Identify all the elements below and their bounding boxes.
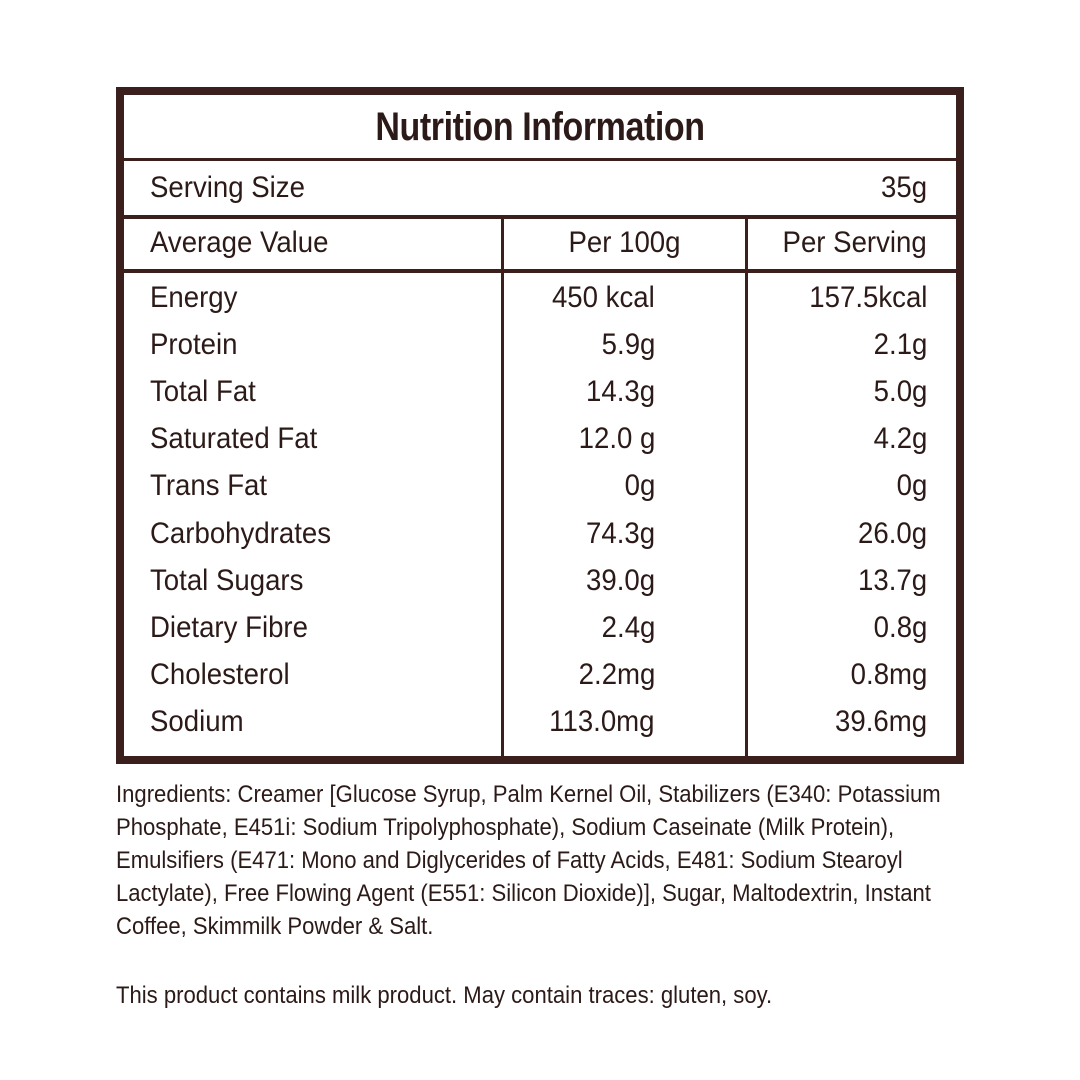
border (116, 756, 964, 764)
per-serving: 0.8mg (850, 657, 927, 691)
nutrient-name: Dietary Fibre (150, 610, 308, 644)
ingredients-line: Lactylate), Free Flowing Agent (E551: Si… (116, 880, 931, 907)
per-serving: 0.8g (873, 610, 927, 644)
serving-value: 35g (880, 171, 927, 204)
rule (501, 219, 504, 756)
per-serving: 5.0g (873, 375, 927, 409)
nutrient-name: Trans Fat (150, 469, 268, 503)
per-100g: 113.0mg (549, 704, 655, 738)
header-cell: Per 100g (568, 226, 681, 259)
per-100g: 2.2mg (578, 657, 655, 691)
rule (124, 215, 956, 219)
per-serving: 4.2g (873, 422, 927, 456)
per-serving: 26.0g (857, 516, 927, 550)
rule (124, 158, 956, 161)
nutrient-name: Total Sugars (150, 563, 304, 597)
serving-label: Serving Size (150, 171, 305, 204)
per-serving: 39.6mg (834, 704, 927, 738)
per-serving: 2.1g (873, 328, 927, 362)
ingredients-line: Ingredients: Creamer [Glucose Syrup, Pal… (116, 781, 941, 808)
title: Nutrition Information (375, 105, 705, 149)
ingredients: Ingredients: Creamer [Glucose Syrup, Pal… (116, 778, 1012, 943)
rule (745, 219, 748, 756)
nutrient-name: Total Fat (150, 375, 256, 409)
nutrient-name: Sodium (150, 704, 244, 738)
nutrient-name: Carbohydrates (150, 516, 332, 550)
header-cell: Per Serving (782, 226, 927, 259)
per-100g: 5.9g (601, 328, 655, 362)
ingredients-line: Coffee, Skimmilk Powder & Salt. (116, 913, 434, 940)
per-100g: 14.3g (585, 375, 655, 409)
header-cell: Average Value (150, 226, 329, 259)
nutrient-name: Energy (150, 281, 238, 314)
border (116, 87, 964, 95)
nutrient-name: Saturated Fat (150, 422, 318, 456)
per-serving: 0g (896, 469, 927, 503)
per-100g: 450 kcal (552, 281, 655, 314)
per-100g: 0g (624, 469, 655, 503)
per-100g: 12.0 g (578, 422, 655, 456)
per-100g: 39.0g (585, 563, 655, 597)
per-100g: 74.3g (585, 516, 655, 550)
per-serving: 157.5kcal (808, 281, 927, 314)
allergen-note: This product contains milk product. May … (116, 982, 773, 1009)
ingredients-line: Phosphate, E451i: Sodium Tripolyphosphat… (116, 814, 895, 841)
ingredients-line: Emulsifiers (E471: Mono and Diglycerides… (116, 847, 903, 874)
per-100g: 2.4g (601, 610, 655, 644)
nutrient-name: Protein (150, 328, 238, 362)
per-serving: 13.7g (857, 563, 927, 597)
border (956, 87, 964, 764)
nutrient-name: Cholesterol (150, 657, 290, 691)
rule (124, 269, 956, 273)
border (116, 87, 124, 764)
